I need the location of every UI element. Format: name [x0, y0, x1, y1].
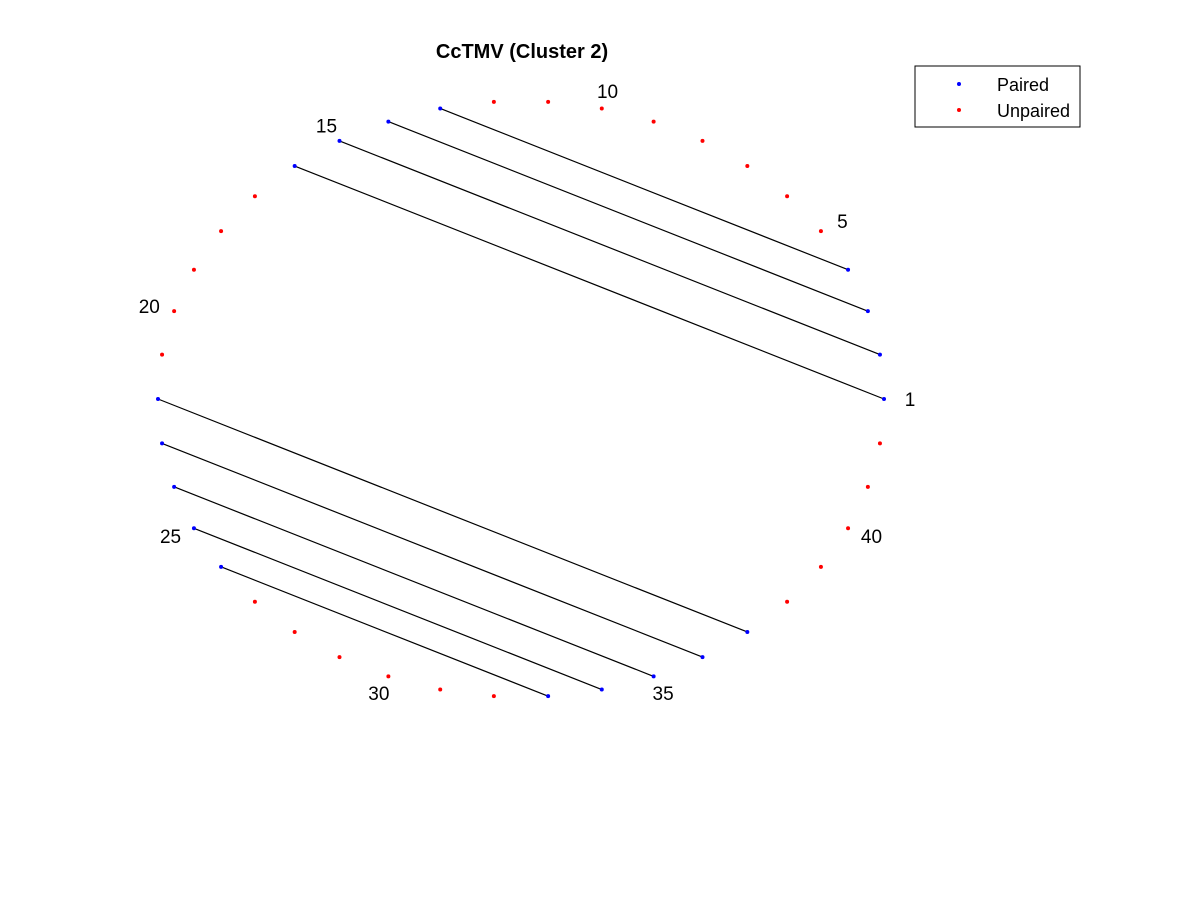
node-point-38: [785, 599, 790, 604]
node-points: [156, 99, 886, 699]
node-point-32: [491, 694, 496, 699]
node-point-2: [877, 352, 882, 357]
pair-lines: [157, 107, 885, 697]
node-point-18: [219, 229, 224, 234]
node-point-29: [337, 655, 342, 660]
node-point-33: [546, 694, 551, 699]
node-point-17: [252, 194, 257, 199]
chart-title: CcTMV (Cluster 2): [436, 41, 608, 63]
node-point-31: [438, 687, 443, 692]
node-point-34: [599, 687, 604, 692]
node-point-27: [252, 599, 257, 604]
pair-line-3-14: [388, 121, 869, 312]
node-label-5: 5: [837, 212, 848, 233]
pair-line-25-34: [193, 527, 602, 691]
node-label-15: 15: [316, 116, 337, 137]
node-point-24: [172, 484, 177, 489]
node-point-15: [337, 138, 342, 143]
node-point-36: [700, 655, 705, 660]
pair-line-26-33: [220, 566, 549, 697]
node-point-5: [818, 229, 823, 234]
pair-line-2-15: [339, 140, 881, 356]
node-point-41: [865, 484, 870, 489]
node-point-40: [846, 526, 851, 531]
node-point-26: [219, 564, 224, 569]
node-label-40: 40: [861, 527, 882, 548]
pair-line-22-37: [157, 398, 748, 633]
node-point-16: [292, 164, 297, 169]
legend-label-paired: Paired: [997, 75, 1049, 95]
node-point-30: [386, 674, 391, 679]
node-point-42: [877, 441, 882, 446]
node-point-20: [172, 309, 177, 314]
pair-line-4-13: [440, 107, 849, 271]
node-point-28: [292, 629, 297, 634]
node-point-35: [651, 674, 656, 679]
node-point-25: [191, 526, 196, 531]
node-point-3: [865, 309, 870, 314]
node-point-10: [599, 106, 604, 111]
node-point-12: [491, 99, 496, 104]
node-point-37: [745, 629, 750, 634]
node-point-39: [818, 564, 823, 569]
node-point-9: [651, 119, 656, 124]
legend: Paired Unpaired: [914, 65, 1081, 128]
node-point-14: [386, 119, 391, 124]
node-label-25: 25: [160, 527, 181, 548]
pair-line-24-35: [173, 486, 654, 677]
node-point-19: [191, 267, 196, 272]
node-label-35: 35: [653, 684, 674, 705]
node-point-22: [156, 397, 160, 401]
node-point-13: [438, 106, 443, 111]
pair-line-1-16: [294, 165, 885, 400]
node-point-23: [160, 441, 165, 446]
node-label-10: 10: [597, 82, 618, 103]
node-point-11: [546, 99, 551, 104]
legend-label-unpaired: Unpaired: [997, 101, 1070, 121]
node-point-6: [785, 194, 790, 199]
legend-marker-paired: [957, 82, 961, 86]
legend-marker-unpaired: [957, 108, 961, 112]
pair-line-23-36: [161, 442, 703, 658]
node-point-4: [846, 267, 851, 272]
node-point-21: [160, 352, 165, 357]
node-point-8: [700, 138, 705, 143]
node-point-7: [745, 164, 750, 169]
legend-box: [914, 65, 1081, 128]
node-point-1: [882, 397, 886, 401]
node-label-30: 30: [368, 684, 389, 705]
node-label-1: 1: [905, 390, 916, 411]
node-label-20: 20: [139, 297, 160, 318]
